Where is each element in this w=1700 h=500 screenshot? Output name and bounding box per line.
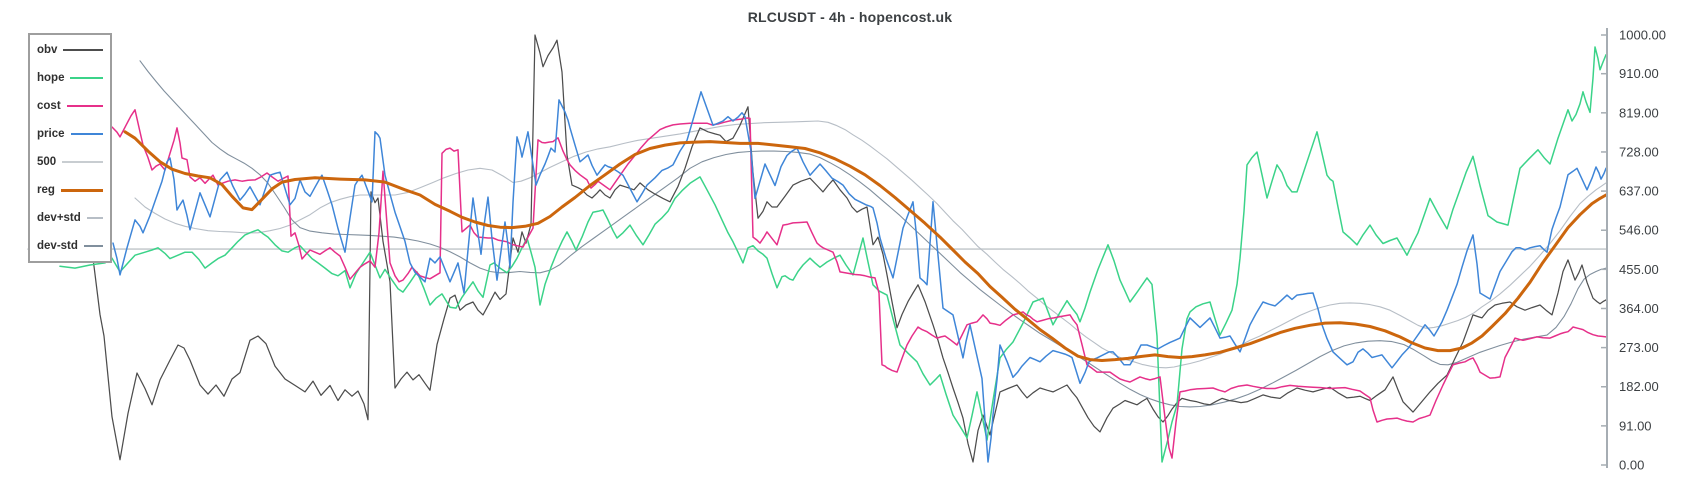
series-reg (123, 130, 1608, 362)
y-axis-tick-label: 637.00 (1619, 184, 1659, 199)
legend-line-swatch-icon (83, 245, 103, 247)
y-axis-tick-label: 1000.00 (1619, 28, 1666, 43)
legend-item[interactable]: obv (37, 44, 103, 56)
y-axis-tick-label: 364.00 (1619, 301, 1659, 316)
legend-line-swatch-icon (70, 133, 103, 135)
legend-item-label: price (37, 128, 65, 140)
legend-line-swatch-icon (86, 217, 103, 219)
legend-item-label: hope (37, 72, 65, 84)
series-price (112, 91, 1607, 463)
legend-item-label: cost (37, 100, 61, 112)
legend-item-label: dev-std (37, 240, 78, 252)
y-axis-tick-label: 273.00 (1619, 340, 1659, 355)
legend-item[interactable]: dev+std (37, 212, 103, 224)
legend-line-swatch-icon (62, 161, 103, 163)
legend-line-swatch-icon (63, 49, 103, 51)
y-axis-tick-label: 728.00 (1619, 144, 1659, 159)
series-dev-std (134, 120, 1607, 369)
legend-line-swatch-icon (60, 188, 103, 192)
y-axis-tick-label: 910.00 (1619, 66, 1659, 81)
legend-item[interactable]: hope (37, 72, 103, 84)
legend-item[interactable]: 500 (37, 156, 103, 168)
y-axis-tick-label: 546.00 (1619, 223, 1659, 238)
legend-item-label: reg (37, 184, 55, 196)
y-axis-tick-label: 819.00 (1619, 105, 1659, 120)
legend-item-label: 500 (37, 156, 57, 168)
page-title: RLCUSDT - 4h - hopencost.uk (747, 9, 953, 25)
legend-item[interactable]: price (37, 128, 103, 140)
series-dev-std (139, 60, 1607, 408)
y-axis-tick-label: 182.00 (1619, 379, 1659, 394)
series-cost (111, 109, 1607, 459)
y-axis-tick-label: 91.00 (1619, 418, 1652, 433)
legend-line-swatch-icon (70, 77, 103, 79)
series-obv (59, 34, 1607, 463)
y-axis-tick-label: 455.00 (1619, 262, 1659, 277)
legend-line-swatch-icon (66, 105, 103, 107)
legend-item-label: dev+std (37, 212, 81, 224)
legend-item-label: obv (37, 44, 58, 56)
legend: obv hope cost price 500 reg dev+std (28, 33, 112, 263)
series-hope (59, 46, 1607, 463)
y-axis-tick-label: 0.00 (1619, 458, 1644, 473)
legend-item[interactable]: cost (37, 100, 103, 112)
legend-item[interactable]: dev-std (37, 240, 103, 252)
legend-item[interactable]: reg (37, 184, 103, 196)
